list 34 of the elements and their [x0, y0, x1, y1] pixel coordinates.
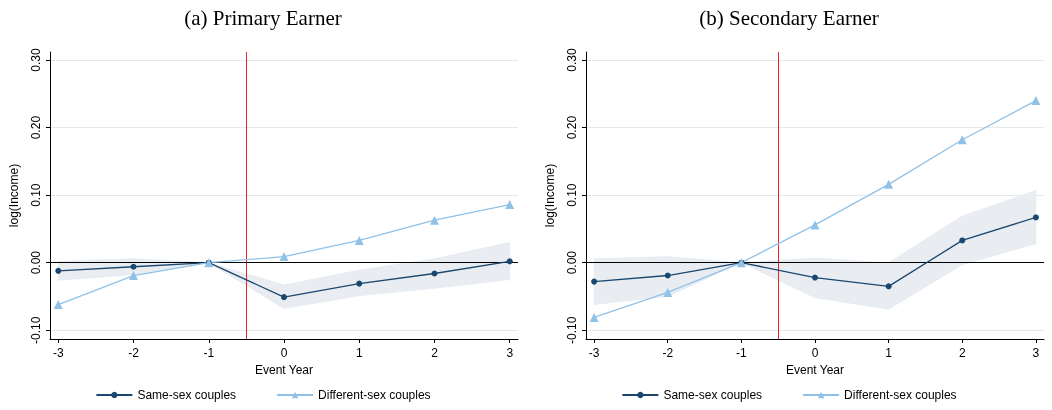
x-tick-label: -3 [52, 346, 64, 360]
y-tick-label: 0.20 [565, 115, 579, 140]
chart-title: (a) Primary Earner [184, 5, 342, 30]
chart-title: (b) Secondary Earner [699, 5, 879, 30]
x-tick-label: 0 [811, 346, 819, 360]
y-tick-label: 0.30 [565, 48, 579, 72]
x-tick-label: 1 [885, 346, 893, 360]
y-axis-title: log(Income) [7, 163, 21, 228]
x-tick-label: -2 [128, 346, 140, 360]
y-tick-label: -0.10 [29, 316, 43, 344]
x-tick-label: 2 [958, 346, 966, 360]
y-tick-label: 0.20 [29, 115, 43, 140]
y-tick-label: -0.10 [565, 316, 579, 344]
x-tick-label: 2 [431, 346, 439, 360]
y-tick-label: 0.10 [29, 183, 43, 207]
x-tick-label: 1 [355, 346, 363, 360]
x-tick-label: -3 [588, 346, 600, 360]
y-axis-title: log(Income) [543, 163, 557, 228]
y-tick-label: 0.30 [29, 48, 43, 72]
y-tick-label: 0.00 [565, 250, 579, 275]
x-axis-title: Event Year [254, 362, 314, 377]
legend-label: Different-sex couples [318, 388, 431, 402]
x-axis-title: Event Year [785, 362, 845, 377]
x-tick-label: -1 [736, 346, 748, 360]
x-tick-label: 3 [1032, 346, 1040, 360]
legend-label: Same-sex couples [663, 388, 763, 402]
legend-label: Same-sex couples [137, 388, 237, 402]
y-tick-label: 0.10 [565, 183, 579, 207]
legend-label: Different-sex couples [844, 388, 957, 402]
x-tick-label: 3 [506, 346, 514, 360]
x-tick-label: -1 [203, 346, 215, 360]
x-tick-label: -2 [662, 346, 674, 360]
y-tick-label: 0.00 [29, 250, 43, 275]
x-tick-label: 0 [280, 346, 288, 360]
